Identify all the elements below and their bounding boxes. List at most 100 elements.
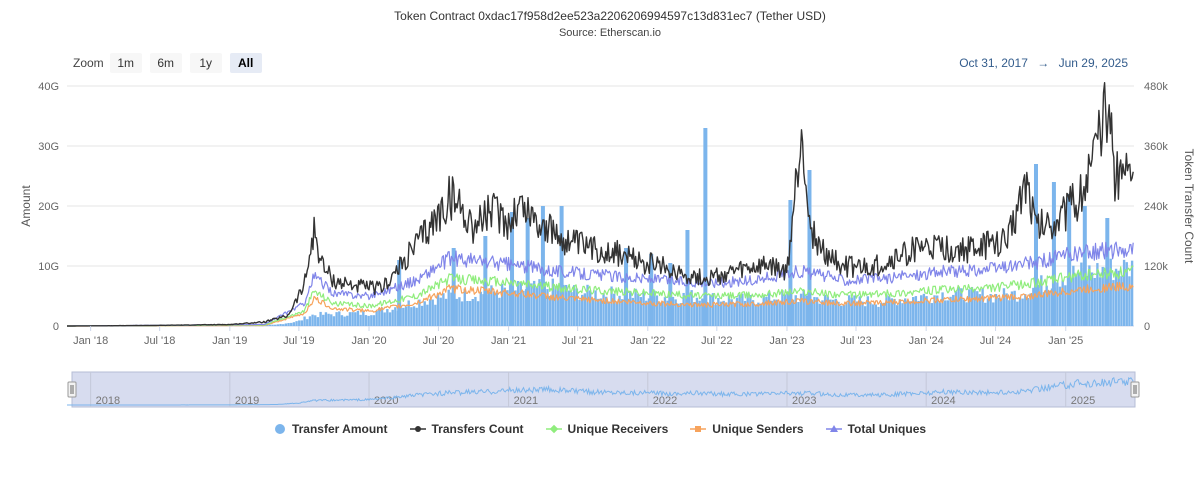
transfer-amount-bar bbox=[1080, 262, 1083, 326]
transfer-amount-bar bbox=[378, 308, 381, 326]
transfer-amount-bar bbox=[733, 302, 736, 326]
transfer-amount-bar bbox=[410, 307, 413, 326]
x-tick-label: Jul '24 bbox=[980, 335, 1011, 347]
transfer-amount-bar bbox=[1114, 268, 1118, 326]
transfer-amount-bar bbox=[618, 295, 621, 326]
transfer-amount-bar bbox=[492, 291, 496, 326]
transfer-amount-bar bbox=[984, 302, 987, 326]
transfer-amount-bar bbox=[575, 288, 579, 326]
transfer-amount-bar bbox=[885, 294, 888, 326]
transfer-amount-bar bbox=[781, 290, 784, 326]
transfer-amount-bar bbox=[607, 301, 611, 326]
transfer-amount-bar bbox=[468, 301, 472, 326]
transfer-amount-bar bbox=[986, 298, 990, 326]
zoom-1y-button[interactable]: 1y bbox=[189, 53, 222, 73]
range-to[interactable]: Jun 29, 2025 bbox=[1058, 56, 1128, 70]
transfer-amount-bar bbox=[295, 321, 298, 326]
transfer-amount-bar bbox=[370, 315, 373, 326]
transfer-amount-bar bbox=[898, 299, 902, 326]
transfer-amount-spike-bar bbox=[624, 248, 629, 326]
transfer-amount-bar bbox=[298, 320, 301, 326]
transfer-amount-bar bbox=[773, 299, 776, 326]
legend-item-unique-senders[interactable]: Unique Senders bbox=[690, 422, 804, 436]
transfer-amount-spike-bar bbox=[788, 200, 793, 326]
transfer-amount-bar bbox=[762, 295, 765, 326]
zoom-controls: Zoom 1m 6m 1y All bbox=[73, 53, 270, 73]
transfer-amount-bar bbox=[1117, 270, 1120, 326]
transfer-amount-bar bbox=[1128, 276, 1131, 326]
transfer-amount-bar bbox=[436, 293, 440, 326]
transfer-amount-bar bbox=[348, 312, 352, 326]
x-tick-label: Jul '21 bbox=[562, 335, 593, 347]
transfer-amount-spike-bar bbox=[1067, 194, 1072, 326]
transfer-amount-bar bbox=[1072, 265, 1075, 326]
navigator-left-handle[interactable] bbox=[67, 381, 77, 398]
x-tick-label: Jul '23 bbox=[840, 335, 871, 347]
transfer-amount-bar bbox=[554, 286, 557, 326]
navigator-tick-label: 2019 bbox=[235, 395, 259, 407]
transfer-amount-bar bbox=[356, 310, 360, 326]
zoom-6m-button[interactable]: 6m bbox=[149, 53, 182, 73]
transfer-amount-bar bbox=[1122, 259, 1126, 326]
transfer-amount-bar bbox=[901, 303, 904, 326]
transfer-amount-bar bbox=[970, 287, 974, 326]
navigator-tick-label: 2022 bbox=[653, 395, 677, 407]
transfer-amount-bar bbox=[874, 304, 878, 326]
transfer-amount-bar bbox=[879, 303, 883, 326]
transfer-amount-bar bbox=[757, 302, 760, 326]
transfer-amount-bar bbox=[266, 324, 269, 326]
transfer-amount-bar bbox=[1077, 272, 1080, 326]
legend-item-unique-receivers[interactable]: Unique Receivers bbox=[545, 422, 668, 436]
transfer-amount-bar bbox=[882, 302, 886, 326]
chart-title: Token Contract 0xdac17f958d2ee523a220620… bbox=[394, 9, 826, 23]
legend-item-total-uniques[interactable]: Total Uniques bbox=[825, 422, 926, 436]
transfer-amount-bar bbox=[1040, 275, 1043, 326]
transfer-amount-spike-bar bbox=[525, 218, 530, 326]
transfer-amount-bar bbox=[479, 291, 482, 326]
transfer-amount-bar bbox=[719, 301, 723, 326]
legend-label: Transfers Count bbox=[431, 422, 524, 436]
transfer-amount-bar bbox=[506, 290, 509, 326]
transfer-amount-bar bbox=[621, 299, 624, 326]
zoom-1m-button[interactable]: 1m bbox=[109, 53, 142, 73]
axes: 0 10G 20G 30G 40G 0 120k 240k 360k 480k Amount Toke… bbox=[19, 81, 1196, 347]
navigator-tick-label: 2024 bbox=[931, 395, 955, 407]
navigator[interactable]: 2018 2019 2020 2021 2022 2023 2024 2025 bbox=[67, 371, 1140, 408]
transfer-amount-bar bbox=[976, 291, 979, 326]
transfer-amount-bar bbox=[634, 288, 637, 326]
y-right-tick-label: 240k bbox=[1144, 201, 1168, 213]
transfer-amount-bar bbox=[613, 293, 616, 326]
transfer-amount-bar bbox=[746, 293, 749, 326]
navigator-right-handle[interactable] bbox=[1130, 381, 1140, 398]
legend-circle-icon bbox=[274, 423, 286, 435]
legend-item-transfer-amount[interactable]: Transfer Amount bbox=[274, 422, 388, 436]
transfer-amount-bar bbox=[586, 284, 589, 326]
transfer-amount-bar bbox=[487, 291, 490, 326]
transfer-amount-bar bbox=[423, 301, 426, 326]
transfer-amount-bar bbox=[322, 314, 325, 326]
transfer-amount-bar bbox=[316, 317, 320, 326]
range-arrow: → bbox=[1037, 56, 1050, 70]
transfer-amount-bar bbox=[855, 301, 859, 326]
transfer-amount-bar bbox=[863, 306, 867, 326]
transfer-amount-bar bbox=[1002, 288, 1006, 326]
range-from[interactable]: Oct 31, 2017 bbox=[959, 56, 1028, 70]
transfer-amount-bar bbox=[420, 305, 424, 326]
transfer-amount-bar bbox=[992, 302, 995, 326]
transfer-amount-bar bbox=[973, 289, 976, 326]
transfer-amount-bar bbox=[1010, 291, 1014, 326]
transfer-amount-bar bbox=[578, 300, 581, 326]
transfer-amount-bar bbox=[412, 306, 416, 326]
transfer-amount-bar bbox=[941, 292, 944, 326]
legend-item-transfers-count[interactable]: Transfers Count bbox=[409, 422, 524, 436]
transfer-amount-bar bbox=[1125, 262, 1128, 326]
x-tick-label: Jan '25 bbox=[1048, 335, 1083, 347]
transfer-amount-bar bbox=[1032, 287, 1035, 326]
transfer-amount-bar bbox=[503, 287, 506, 326]
transfer-amount-bar bbox=[447, 289, 450, 326]
zoom-all-button[interactable]: All bbox=[229, 53, 262, 73]
transfer-amount-bar bbox=[343, 316, 346, 326]
transfer-amount-bar bbox=[653, 290, 656, 326]
transfer-amount-bar bbox=[535, 287, 539, 326]
transfer-amount-bar bbox=[519, 282, 522, 326]
